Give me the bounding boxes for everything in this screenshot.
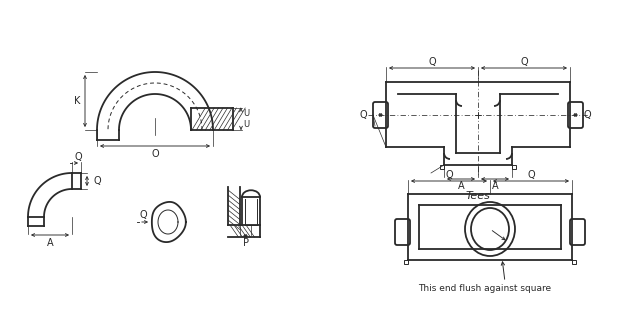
Text: P: P: [242, 238, 248, 248]
Text: Q: Q: [359, 110, 367, 120]
Text: K: K: [74, 96, 80, 106]
Text: Q: Q: [140, 210, 148, 220]
Text: U: U: [243, 109, 249, 118]
Text: Q: Q: [75, 152, 82, 162]
Text: This end flush against square: This end flush against square: [419, 284, 552, 293]
Text: Q: Q: [445, 170, 453, 180]
Bar: [404, 260, 408, 264]
Text: Q: Q: [520, 57, 528, 67]
Bar: [572, 260, 576, 264]
Text: Q: Q: [583, 110, 591, 120]
Text: Q: Q: [428, 57, 436, 67]
Bar: [440, 165, 444, 169]
Text: Q: Q: [527, 170, 535, 180]
Text: O: O: [151, 149, 159, 159]
Text: Q: Q: [93, 176, 100, 186]
Text: A: A: [458, 181, 464, 191]
Text: Tees: Tees: [466, 191, 491, 201]
Bar: [512, 165, 516, 169]
Text: A: A: [492, 181, 498, 191]
Text: U: U: [243, 120, 249, 129]
Text: A: A: [47, 238, 53, 248]
